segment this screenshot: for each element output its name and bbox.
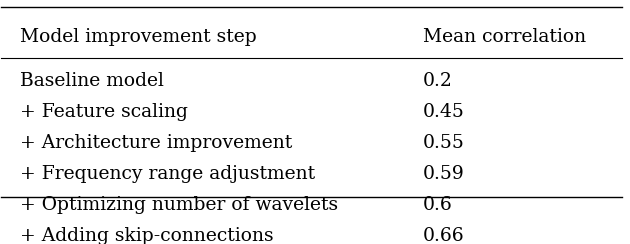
Text: + Optimizing number of wavelets: + Optimizing number of wavelets bbox=[20, 196, 338, 214]
Text: + Architecture improvement: + Architecture improvement bbox=[20, 134, 292, 152]
Text: Model improvement step: Model improvement step bbox=[20, 28, 257, 46]
Text: 0.59: 0.59 bbox=[423, 165, 465, 183]
Text: Mean correlation: Mean correlation bbox=[423, 28, 587, 46]
Text: + Frequency range adjustment: + Frequency range adjustment bbox=[20, 165, 315, 183]
Text: + Feature scaling: + Feature scaling bbox=[20, 103, 188, 121]
Text: 0.66: 0.66 bbox=[423, 227, 465, 244]
Text: Baseline model: Baseline model bbox=[20, 72, 164, 90]
Text: 0.6: 0.6 bbox=[423, 196, 453, 214]
Text: 0.45: 0.45 bbox=[423, 103, 465, 121]
Text: 0.2: 0.2 bbox=[423, 72, 453, 90]
Text: + Adding skip-connections: + Adding skip-connections bbox=[20, 227, 273, 244]
Text: 0.55: 0.55 bbox=[423, 134, 465, 152]
